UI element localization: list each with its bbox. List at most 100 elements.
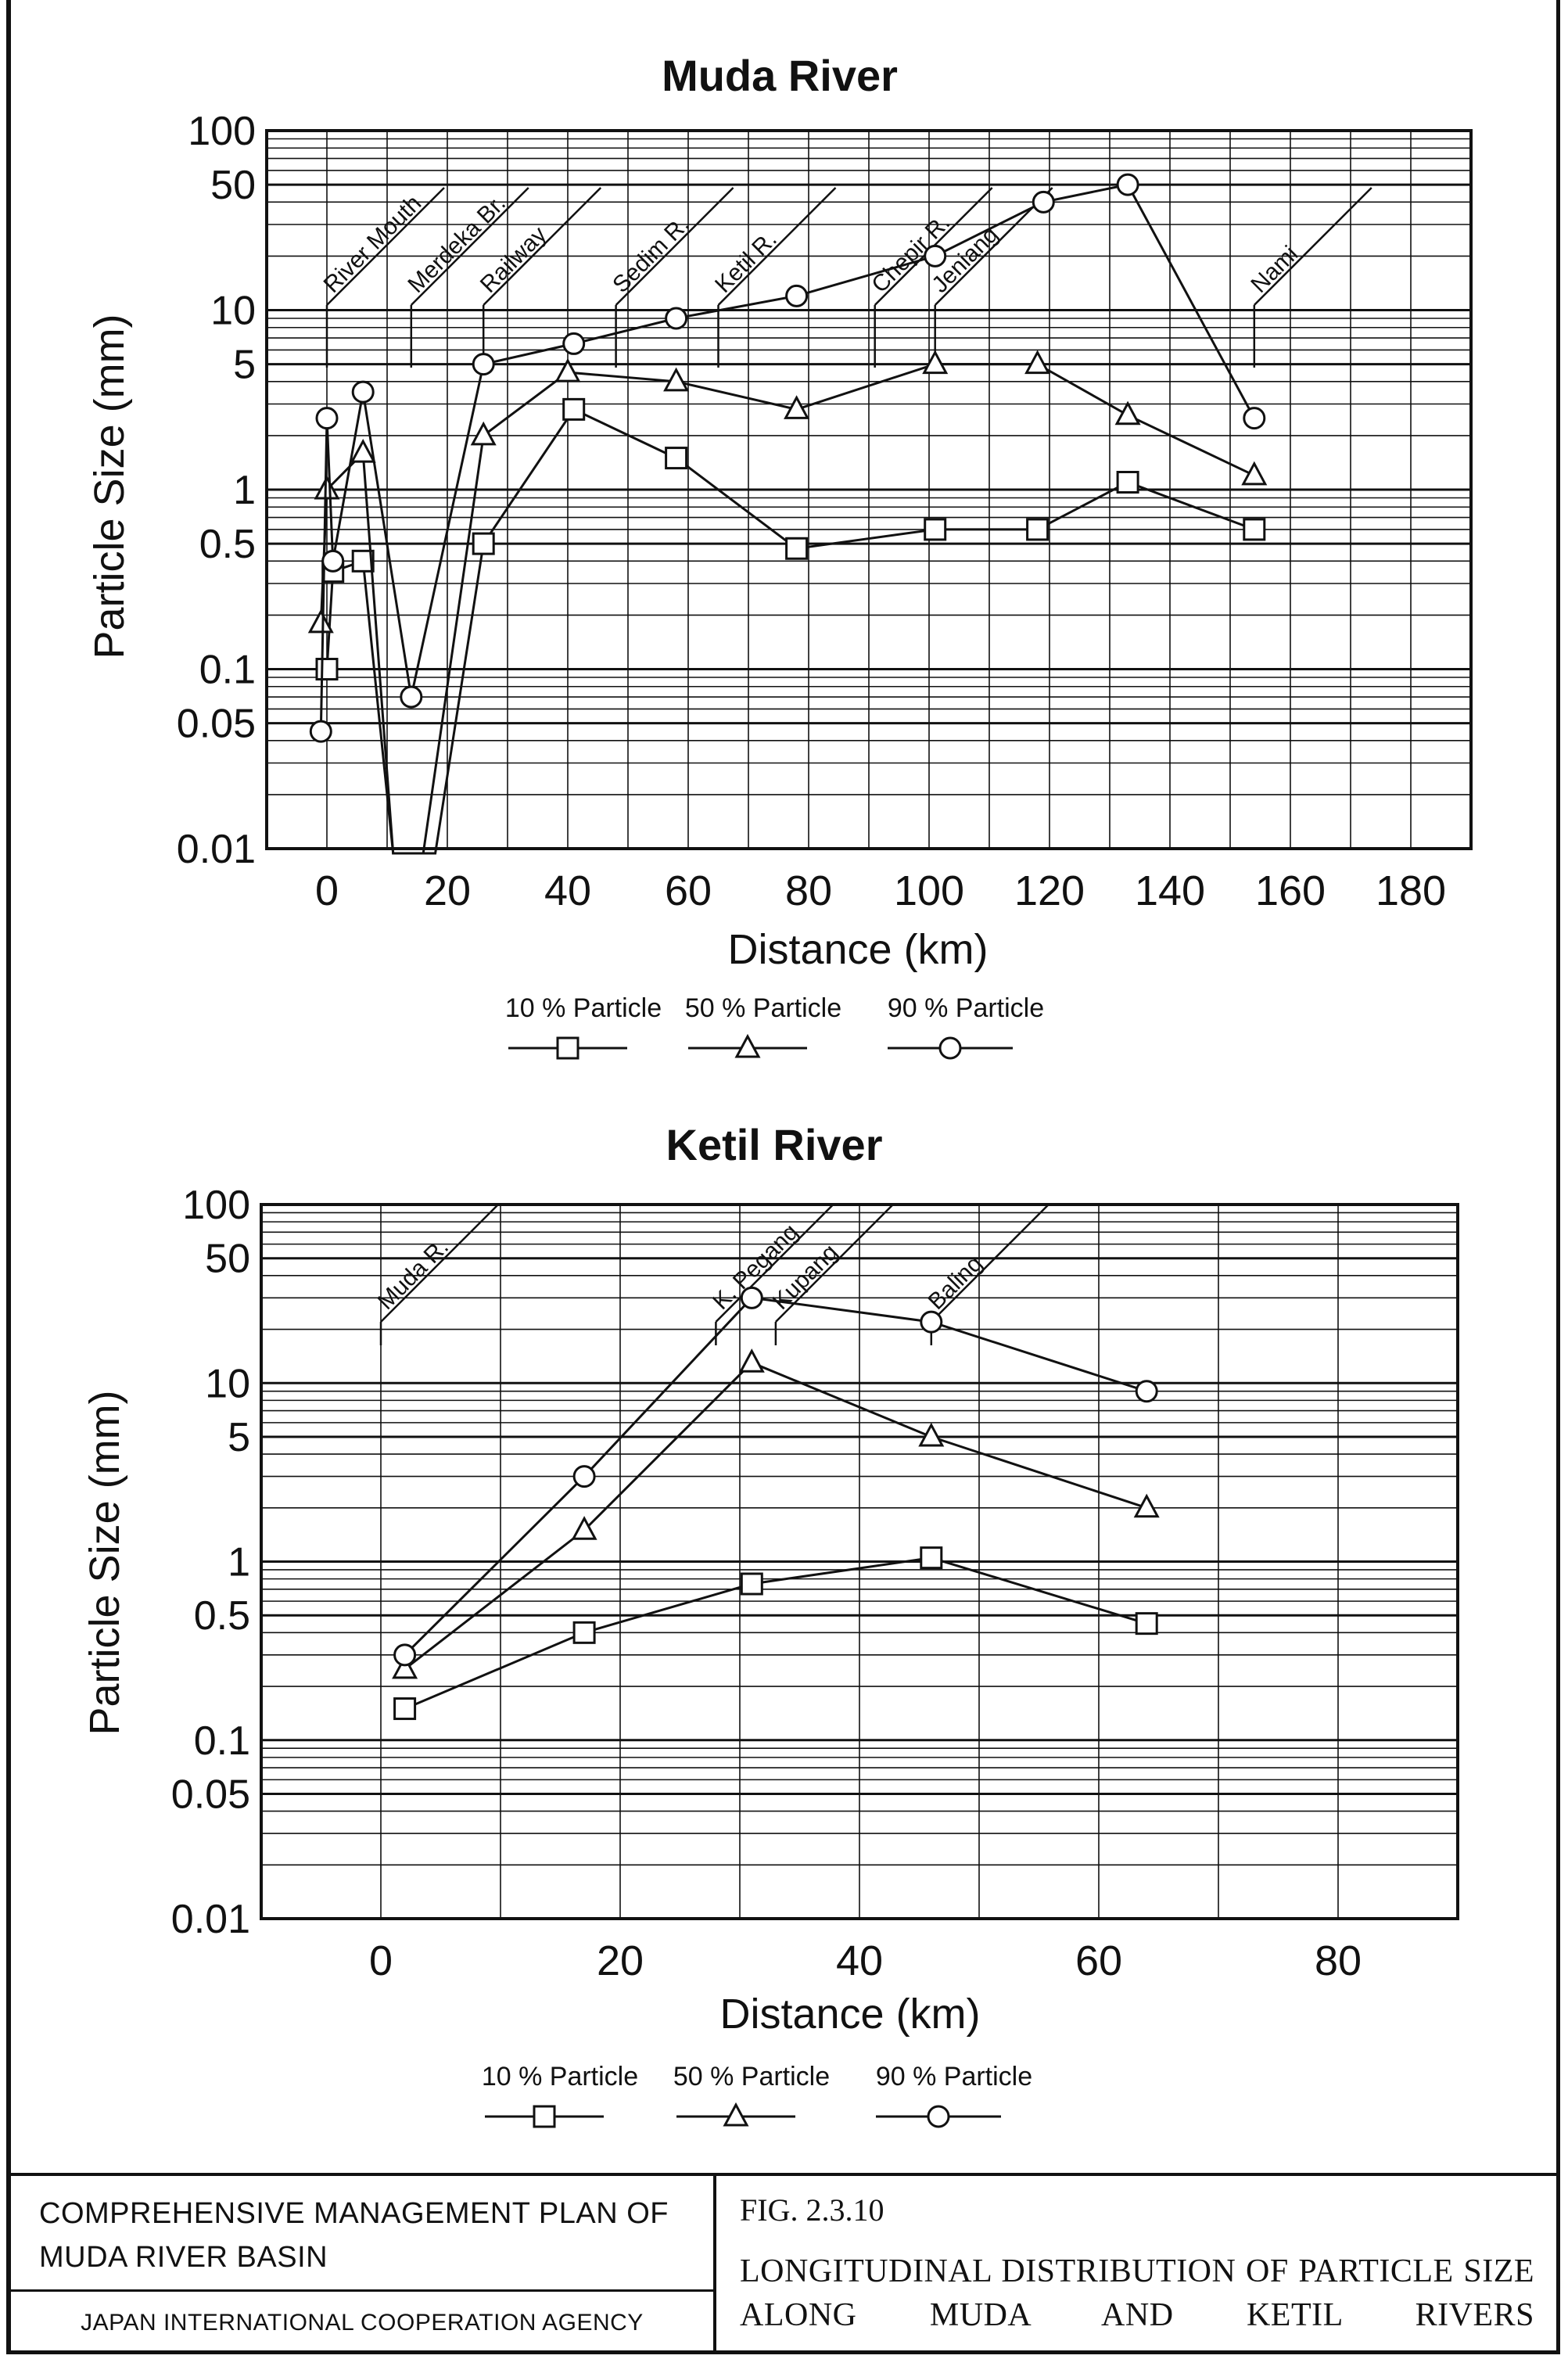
data-point xyxy=(314,475,340,500)
y-tick-label: 100 xyxy=(182,1183,250,1228)
data-point xyxy=(571,1516,597,1540)
data-point xyxy=(738,1348,765,1373)
y-tick-label: 0.1 xyxy=(199,648,256,693)
y-tick-label: 5 xyxy=(228,1415,250,1460)
series-line xyxy=(319,183,1256,732)
ketil-legend: 10 % Particle 50 % Particle 90 % Particle xyxy=(482,2062,1032,2128)
series-triangle xyxy=(392,1348,1160,1679)
data-point xyxy=(924,244,947,267)
muda-chart-title: Muda River xyxy=(662,51,898,100)
y-tick-label: 50 xyxy=(205,1237,250,1282)
data-point xyxy=(1032,190,1055,214)
x-tick-label: 0 xyxy=(369,1937,393,1984)
location-label: Railway xyxy=(475,221,552,298)
y-tick-label: 1 xyxy=(228,1540,250,1585)
y-tick-label: 5 xyxy=(233,343,256,388)
ketil-plot-frame xyxy=(260,1203,1459,1920)
data-point xyxy=(351,380,375,404)
data-point xyxy=(922,350,949,375)
data-point xyxy=(665,307,688,330)
legend-label: 50 % Particle xyxy=(685,993,841,1023)
x-tick-label: 0 xyxy=(315,867,339,914)
location-annotation: Ketil R. xyxy=(710,187,837,368)
muda-series xyxy=(307,173,1268,855)
location-label: Ketil R. xyxy=(710,226,782,298)
y-tick-label: 0.01 xyxy=(177,827,256,872)
data-point xyxy=(920,1310,943,1334)
data-point xyxy=(472,353,495,376)
x-tick-label: 60 xyxy=(1075,1937,1122,1984)
y-tick-label: 0.5 xyxy=(199,522,256,567)
muda-y-ticks: 0.01 0.05 0.1 0.5 1 5 10 50 100 xyxy=(177,109,256,872)
plan-title: COMPREHENSIVE MANAGEMENT PLAN OF MUDA RI… xyxy=(11,2176,716,2292)
x-tick-label: 100 xyxy=(894,867,964,914)
x-tick-label: 160 xyxy=(1255,867,1326,914)
data-point xyxy=(1116,173,1139,196)
series-line xyxy=(319,363,1255,855)
x-tick-label: 140 xyxy=(1135,867,1205,914)
data-point xyxy=(785,537,809,560)
data-point xyxy=(1024,350,1051,375)
data-point xyxy=(470,421,497,446)
location-label: Nami xyxy=(1246,241,1303,298)
legend-marker xyxy=(556,1036,579,1060)
data-point xyxy=(918,1422,945,1447)
data-point xyxy=(785,284,809,307)
y-tick-label: 0.05 xyxy=(177,702,256,747)
data-point xyxy=(784,395,810,419)
x-tick-label: 180 xyxy=(1376,867,1446,914)
legend-item: 90 % Particle xyxy=(888,993,1044,1060)
ketil-x-ticks: 0 20 40 60 80 xyxy=(369,1937,1362,1984)
series-circle xyxy=(309,173,1266,743)
ketil-x-axis-label: Distance (km) xyxy=(719,1991,980,2038)
legend-item: 50 % Particle xyxy=(673,2062,830,2127)
x-tick-label: 80 xyxy=(1315,1937,1362,1984)
data-point xyxy=(1026,518,1050,541)
y-tick-label: 0.01 xyxy=(171,1897,250,1942)
muda-legend: 10 % Particle 50 % Particle 90 % Particle xyxy=(505,993,1044,1060)
data-point xyxy=(562,332,586,355)
legend-marker xyxy=(723,2102,749,2127)
series-square xyxy=(393,1546,1158,1721)
figure-number: FIG. 2.3.10 xyxy=(740,2192,884,2228)
data-point xyxy=(920,1546,943,1570)
y-tick-label: 10 xyxy=(210,289,256,334)
ketil-y-axis-label: Particle Size (mm) xyxy=(81,1390,128,1735)
x-tick-label: 40 xyxy=(836,1937,883,1984)
legend-marker xyxy=(734,1033,761,1058)
ketil-series xyxy=(392,1286,1160,1721)
series-circle xyxy=(393,1286,1158,1667)
ketil-y-ticks: 0.01 0.05 0.1 0.5 1 5 10 50 100 xyxy=(171,1183,250,1942)
legend-item: 90 % Particle xyxy=(876,2062,1032,2128)
page-frame xyxy=(6,0,1560,2354)
legend-marker xyxy=(927,2105,950,2128)
location-label: Baling xyxy=(923,1251,987,1315)
x-tick-label: 20 xyxy=(597,1937,644,1984)
location-annotation: Nami xyxy=(1246,187,1372,368)
data-point xyxy=(554,357,581,382)
data-point xyxy=(1133,1493,1160,1518)
x-tick-label: 120 xyxy=(1014,867,1085,914)
data-point xyxy=(1116,471,1139,494)
data-point xyxy=(740,1286,763,1309)
data-point xyxy=(572,1621,596,1644)
data-point xyxy=(472,532,495,555)
legend-item: 10 % Particle xyxy=(482,2062,638,2128)
data-point xyxy=(393,1643,417,1667)
muda-x-axis-label: Distance (km) xyxy=(727,926,988,973)
legend-item: 50 % Particle xyxy=(685,993,841,1058)
title-block: COMPREHENSIVE MANAGEMENT PLAN OF MUDA RI… xyxy=(11,2173,1558,2354)
y-tick-label: 0.1 xyxy=(194,1718,250,1764)
data-point xyxy=(663,367,690,392)
data-point xyxy=(309,720,332,743)
data-point xyxy=(307,609,334,634)
data-point xyxy=(350,438,376,463)
y-tick-label: 0.05 xyxy=(171,1772,250,1817)
data-point xyxy=(315,658,339,680)
series-line xyxy=(404,1361,1147,1671)
legend-item: 10 % Particle xyxy=(505,993,662,1060)
data-point xyxy=(400,685,423,709)
ketil-chart-title: Ketil River xyxy=(666,1120,883,1169)
